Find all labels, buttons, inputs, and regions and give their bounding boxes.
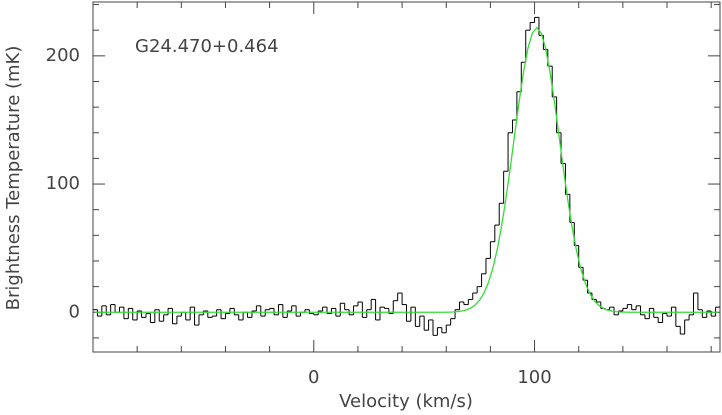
plot-frame — [92, 1, 721, 353]
x-tick-label: 100 — [517, 367, 551, 388]
fit-line — [95, 26, 718, 313]
y-axis-label: Brightness Temperature (mK) — [3, 46, 24, 311]
y-tick-label: 100 — [46, 173, 80, 194]
x-axis-label: Velocity (km/s) — [339, 391, 473, 412]
y-tick-label: 200 — [46, 45, 80, 66]
x-tick-label: 0 — [308, 367, 319, 388]
y-tick-label: 0 — [69, 301, 80, 322]
annotation: G24.470+0.464 — [135, 36, 279, 57]
